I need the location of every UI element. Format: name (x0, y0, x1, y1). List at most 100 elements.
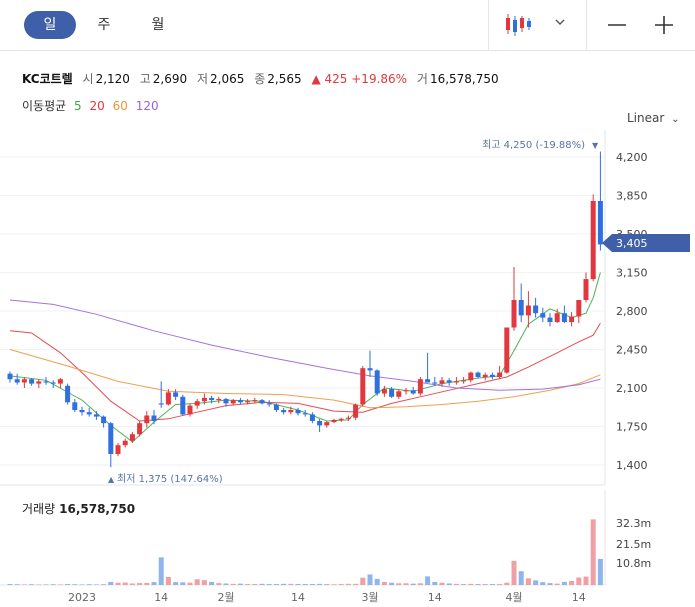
chart-toolbar: 일 주 월 (0, 0, 695, 51)
candle-body (137, 423, 143, 435)
volume-bar (518, 571, 524, 585)
candle-body (338, 418, 344, 420)
candle (360, 366, 366, 407)
candle (158, 381, 164, 408)
candle-body (72, 402, 78, 410)
candle-body (482, 374, 488, 377)
candle (331, 418, 337, 424)
candle (57, 378, 63, 388)
candle (389, 386, 395, 398)
volume-chart[interactable]: 32.3m 21.5m 10.8m 2023 14 2월 14 3월 14 4월 14 (0, 490, 695, 607)
ma-label: 이동평균 (22, 99, 67, 113)
price-axis-label: 4,200 (616, 151, 648, 164)
candle (43, 377, 49, 385)
volume-bar (324, 584, 330, 585)
candle (245, 399, 251, 405)
candle-body (468, 372, 474, 381)
candle-body (36, 381, 42, 384)
candle-body (93, 414, 99, 417)
candle-body (439, 380, 445, 384)
change-amount: 425 (324, 72, 348, 86)
ma-20[interactable]: 20 (89, 99, 105, 113)
plus-icon[interactable] (653, 14, 675, 36)
volume-bar (7, 584, 13, 585)
candle-body (590, 201, 596, 280)
candle-body (115, 445, 121, 454)
price-axis: 4,2003,8503,5003,1502,8002,4502,1001,750… (616, 151, 648, 472)
candle-body (79, 410, 85, 413)
current-price-tag: 3,405 (602, 234, 690, 252)
candle (122, 438, 128, 448)
candle (518, 283, 524, 322)
chevron-down-icon[interactable] (552, 14, 568, 30)
volume-bar (101, 584, 107, 585)
candle (50, 380, 56, 388)
volume-bar (151, 582, 157, 585)
volume-bar (50, 584, 56, 585)
moving-average-lines (9, 272, 601, 443)
candle-body (576, 300, 582, 317)
candle-body (194, 401, 200, 406)
volume-bar (583, 576, 589, 585)
period-week-tab[interactable]: 주 (97, 17, 111, 33)
volume-bar (461, 584, 467, 585)
ma-5[interactable]: 5 (74, 99, 82, 113)
candle (396, 389, 402, 399)
candle-body (597, 201, 603, 245)
candle (21, 377, 27, 388)
ma-60[interactable]: 60 (112, 99, 128, 113)
volume-bar (79, 584, 85, 585)
volume-bar (331, 584, 337, 585)
candle (338, 417, 344, 423)
volume-axis-label: 32.3m (616, 517, 651, 530)
volume-bar (288, 583, 294, 585)
period-month-tab[interactable]: 월 (151, 17, 165, 33)
volume-bar (389, 582, 395, 585)
candle-body (583, 279, 589, 300)
candle-body (129, 434, 135, 441)
candle (273, 403, 279, 413)
volume-axis: 32.3m 21.5m 10.8m (616, 517, 651, 570)
minus-icon[interactable] (606, 14, 628, 36)
high-marker: 최고 4,250 (-19.88%) ▼ (482, 139, 599, 151)
candle-body (144, 415, 150, 424)
volume-bar (158, 557, 164, 585)
candle-body (173, 392, 179, 397)
up-triangle-icon: ▲ (311, 72, 321, 86)
candle (453, 377, 459, 385)
volume-bar (367, 574, 373, 585)
volume-bar (187, 582, 193, 585)
volume-bar (453, 583, 459, 585)
volume-bar (497, 584, 503, 585)
candlestick-icon[interactable] (504, 12, 538, 38)
candle (374, 369, 380, 396)
volume-bar (29, 584, 35, 585)
ma-120[interactable]: 120 (135, 99, 159, 113)
volume-bar (115, 582, 121, 585)
candle (432, 377, 438, 386)
volume-bar (511, 560, 517, 585)
candle-body (381, 389, 387, 394)
candle-body (295, 410, 301, 414)
low-marker-label: 최저 1,375 (147.64%) (117, 473, 223, 485)
candle-body (302, 413, 308, 415)
price-axis-label: 3,150 (616, 267, 648, 280)
period-day-tab[interactable]: 일 (24, 11, 76, 39)
candle (439, 377, 445, 387)
candle (72, 399, 78, 413)
high-value: 2,690 (152, 72, 188, 86)
candle-body (345, 417, 351, 419)
candle (417, 377, 423, 396)
candle (201, 393, 207, 405)
candle (129, 432, 135, 443)
candle (309, 412, 315, 424)
grid-layer (0, 156, 605, 466)
scale-dropdown[interactable]: Linear ⌄ (627, 111, 680, 125)
candle-body (187, 405, 193, 415)
price-chart[interactable]: 4,2003,8503,5003,1502,8002,4502,1001,750… (0, 130, 695, 490)
candle (216, 396, 222, 404)
candle-body (389, 389, 395, 397)
volume-bar (57, 584, 63, 585)
volume-bar (417, 583, 423, 585)
volume-bar (108, 581, 114, 585)
